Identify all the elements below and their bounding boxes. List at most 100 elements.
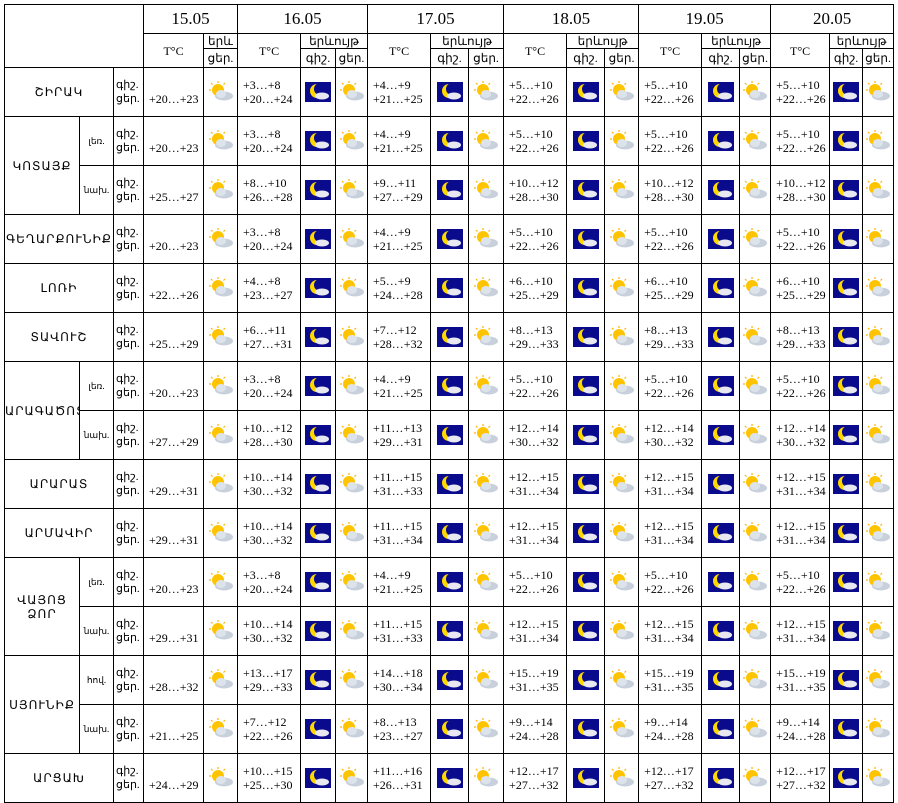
day-icon-cell xyxy=(862,67,895,117)
night-icon xyxy=(305,474,332,494)
night-icon xyxy=(305,82,332,102)
night-icon-cell xyxy=(566,459,606,509)
region-label: ՍՅՈՒՆԻՔ xyxy=(9,697,75,712)
night-icon xyxy=(436,523,463,543)
day-icon-cell xyxy=(335,704,369,754)
period-cell: գիշ. ցեր. xyxy=(112,116,145,166)
day-temp: +22…+26 xyxy=(149,288,199,302)
night-icon-cell xyxy=(701,67,741,117)
night-icon-cell xyxy=(430,67,470,117)
night-icon-cell xyxy=(300,312,337,362)
night-icon-cell xyxy=(300,116,337,166)
day-icon-cell xyxy=(468,361,505,411)
night-icon-cell xyxy=(566,67,606,117)
night-icon-cell xyxy=(701,312,741,362)
day-icon-cell xyxy=(604,753,640,803)
zone-label: նախ. xyxy=(83,724,110,734)
day-temp: +27…+32 xyxy=(509,778,559,792)
day-temp: +25…+29 xyxy=(644,288,694,302)
day-label: ցեր. xyxy=(116,338,140,350)
night-icon xyxy=(572,621,599,641)
day-icon-cell xyxy=(335,655,369,705)
phenomenon-label: երևույթ xyxy=(836,34,887,48)
day-icon-cell xyxy=(203,165,239,215)
night-temp: +5…+10 xyxy=(509,225,553,239)
night-icon xyxy=(707,768,734,788)
night-temp: +10…+12 xyxy=(509,176,559,190)
day-label: ցեր. xyxy=(116,436,140,448)
day-icon-cell xyxy=(604,459,640,509)
temp-cell: +27…+29 xyxy=(143,410,205,460)
night-icon xyxy=(436,82,463,102)
night-icon-cell xyxy=(300,459,337,509)
day-icon-cell xyxy=(203,410,239,460)
night-header: գիշ. xyxy=(430,48,470,68)
region-row: ԳԵՂԱՐՔՈՒՆԻՔ գիշ. ցեր. +20…+23 +3…+8 +20…+24 +4… xyxy=(4,214,895,264)
night-icon xyxy=(833,229,860,249)
night-label: գիշ. xyxy=(116,765,139,777)
night-icon xyxy=(707,327,734,347)
day-icon-cell xyxy=(335,263,369,313)
region-name: ՍՅՈՒՆԻՔ xyxy=(4,655,80,754)
zone-label: հով. xyxy=(86,675,107,685)
temp-cell: +25…+27 xyxy=(143,165,205,215)
night-icon xyxy=(707,425,734,445)
night-icon-cell xyxy=(829,557,864,607)
night-temp: +4…+9 xyxy=(373,372,411,386)
temp-cell: +21…+25 xyxy=(143,704,205,754)
night-icon xyxy=(707,474,734,494)
night-temp: +10…+12 xyxy=(243,421,293,435)
night-icon xyxy=(833,278,860,298)
region-name: ԳԵՂԱՐՔՈՒՆԻՔ xyxy=(4,214,114,264)
period-cell: գիշ. ցեր. xyxy=(112,557,145,607)
day-icon xyxy=(743,326,768,346)
day-icon xyxy=(208,277,233,297)
day-icon-cell xyxy=(468,67,505,117)
temp-cell: +9…+14 +24…+28 xyxy=(503,704,568,754)
day-icon xyxy=(743,81,768,101)
night-icon xyxy=(572,278,599,298)
day-icon xyxy=(208,81,233,101)
night-icon-cell xyxy=(300,753,337,803)
night-temp: +10…+15 xyxy=(243,764,293,778)
day-icon xyxy=(339,228,364,248)
day-icon xyxy=(609,620,634,640)
day-icon xyxy=(339,571,364,591)
period-cell: գիշ. ցեր. xyxy=(112,165,145,215)
temp-cell: +4…+8 +23…+27 xyxy=(237,263,302,313)
night-icon xyxy=(305,719,332,739)
day-temp: +30…+32 xyxy=(644,435,694,449)
day-icon-cell xyxy=(203,67,239,117)
day-temp: +31…+34 xyxy=(644,533,694,547)
night-temp: +11…+13 xyxy=(373,421,423,435)
night-icon xyxy=(436,229,463,249)
night-temp: +3…+8 xyxy=(243,372,281,386)
day-icon-cell xyxy=(739,508,772,558)
period-cell: գիշ. ցեր. xyxy=(112,704,145,754)
night-label: գիշ. xyxy=(116,128,139,140)
date: 17.05 xyxy=(416,9,455,28)
day-icon-cell xyxy=(862,557,895,607)
region-label: ԱՐԱՐԱՏ xyxy=(29,477,89,491)
day-icon-cell xyxy=(335,410,369,460)
night-temp: +12…+15 xyxy=(644,519,694,533)
day-icon-cell xyxy=(203,606,239,656)
day-icon xyxy=(609,277,634,297)
day-icon xyxy=(743,767,768,787)
day-label: ցեր. xyxy=(116,387,140,399)
day-temp: +31…+34 xyxy=(776,484,826,498)
night-icon xyxy=(833,621,860,641)
temp-label: T°C xyxy=(790,43,811,58)
temp-cell: +3…+8 +20…+24 xyxy=(237,557,302,607)
temp-cell: +12…+17 +27…+32 xyxy=(638,753,703,803)
night-icon xyxy=(436,768,463,788)
day-icon-cell xyxy=(335,116,369,166)
night-header: գիշ. xyxy=(701,48,741,68)
night-temp: +15…+19 xyxy=(509,666,559,680)
temp-cell: +5…+10 +22…+26 xyxy=(770,116,831,166)
day-icon-cell xyxy=(862,361,895,411)
day-icon xyxy=(609,228,634,248)
day-icon xyxy=(609,326,634,346)
night-temp: +6…+10 xyxy=(644,274,688,288)
day-icon xyxy=(866,571,891,591)
